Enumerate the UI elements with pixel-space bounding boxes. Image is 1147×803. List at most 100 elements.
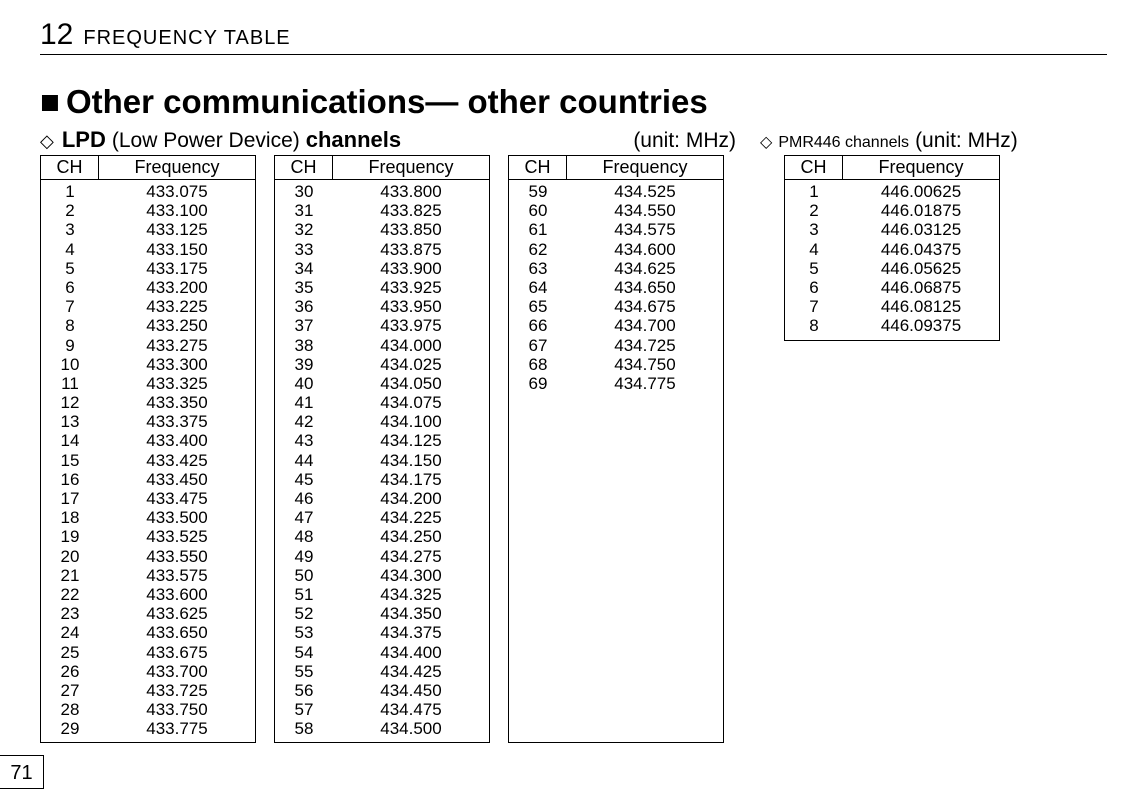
col-header-freq: Frequency <box>99 156 255 179</box>
section-title: ■Other communications— other countries <box>40 83 1107 121</box>
lpd-bold2: channels <box>306 127 401 153</box>
diamond-icon: ◇ <box>760 132 772 152</box>
table-row: 60434.550 <box>509 201 723 220</box>
table-row: 1446.00625 <box>785 182 999 201</box>
cell-freq: 434.200 <box>333 489 489 508</box>
table-row: 2433.100 <box>41 201 255 220</box>
cell-ch: 2 <box>785 201 843 220</box>
cell-ch: 46 <box>275 489 333 508</box>
table-row: 43434.125 <box>275 431 489 450</box>
table-row: 10433.300 <box>41 355 255 374</box>
cell-ch: 62 <box>509 240 567 259</box>
cell-freq: 433.875 <box>333 240 489 259</box>
cell-freq: 434.100 <box>333 412 489 431</box>
table-row: 45434.175 <box>275 470 489 489</box>
table-row: 36433.950 <box>275 297 489 316</box>
table-row: 12433.350 <box>41 393 255 412</box>
table-row: 39434.025 <box>275 355 489 374</box>
cell-freq: 433.450 <box>99 470 255 489</box>
cell-freq: 446.08125 <box>843 297 999 316</box>
table-row: 38434.000 <box>275 336 489 355</box>
cell-freq: 434.250 <box>333 527 489 546</box>
cell-ch: 6 <box>41 278 99 297</box>
cell-freq: 433.425 <box>99 451 255 470</box>
cell-ch: 29 <box>41 719 99 738</box>
table-row: 37433.975 <box>275 316 489 335</box>
cell-ch: 40 <box>275 374 333 393</box>
cell-ch: 69 <box>509 374 567 393</box>
cell-ch: 16 <box>41 470 99 489</box>
square-icon: ■ <box>40 83 60 120</box>
lpd-table-1: CH Frequency 1433.0752433.1003433.125443… <box>40 155 256 743</box>
cell-freq: 433.525 <box>99 527 255 546</box>
cell-freq: 434.150 <box>333 451 489 470</box>
cell-freq: 433.950 <box>333 297 489 316</box>
table-row: 63434.625 <box>509 259 723 278</box>
cell-ch: 14 <box>41 431 99 450</box>
cell-ch: 54 <box>275 643 333 662</box>
cell-freq: 434.600 <box>567 240 723 259</box>
cell-ch: 7 <box>785 297 843 316</box>
cell-freq: 434.575 <box>567 220 723 239</box>
cell-freq: 446.05625 <box>843 259 999 278</box>
cell-ch: 13 <box>41 412 99 431</box>
cell-freq: 433.975 <box>333 316 489 335</box>
cell-ch: 27 <box>41 681 99 700</box>
cell-freq: 433.650 <box>99 623 255 642</box>
table-row: 25433.675 <box>41 643 255 662</box>
pmr-heading: ◇ PMR446 channels (unit: MHz) <box>736 129 1107 153</box>
table-row: 9433.275 <box>41 336 255 355</box>
cell-freq: 433.225 <box>99 297 255 316</box>
table-row: 2446.01875 <box>785 201 999 220</box>
table-row: 41434.075 <box>275 393 489 412</box>
cell-freq: 434.375 <box>333 623 489 642</box>
table-row: 58434.500 <box>275 719 489 738</box>
cell-ch: 33 <box>275 240 333 259</box>
cell-ch: 31 <box>275 201 333 220</box>
cell-freq: 434.025 <box>333 355 489 374</box>
cell-freq: 434.475 <box>333 700 489 719</box>
col-header-freq: Frequency <box>567 156 723 179</box>
cell-freq: 446.04375 <box>843 240 999 259</box>
table-row: 3446.03125 <box>785 220 999 239</box>
cell-freq: 434.225 <box>333 508 489 527</box>
cell-freq: 433.900 <box>333 259 489 278</box>
table-row: 64434.650 <box>509 278 723 297</box>
cell-ch: 17 <box>41 489 99 508</box>
cell-freq: 446.09375 <box>843 316 999 335</box>
cell-ch: 4 <box>41 240 99 259</box>
table-row: 17433.475 <box>41 489 255 508</box>
section-title-text: Other communications— other countries <box>66 83 708 120</box>
cell-ch: 53 <box>275 623 333 642</box>
table-row: 21433.575 <box>41 566 255 585</box>
table-row: 32433.850 <box>275 220 489 239</box>
cell-freq: 433.625 <box>99 604 255 623</box>
cell-ch: 18 <box>41 508 99 527</box>
table-row: 26433.700 <box>41 662 255 681</box>
cell-ch: 24 <box>41 623 99 642</box>
table-row: 5446.05625 <box>785 259 999 278</box>
lpd-table-3: CH Frequency 59434.52560434.55061434.575… <box>508 155 724 743</box>
cell-freq: 434.050 <box>333 374 489 393</box>
table-row: 30433.800 <box>275 182 489 201</box>
cell-ch: 44 <box>275 451 333 470</box>
table-row: 59434.525 <box>509 182 723 201</box>
cell-freq: 434.350 <box>333 604 489 623</box>
cell-freq: 434.450 <box>333 681 489 700</box>
table-row: 6433.200 <box>41 278 255 297</box>
table-row: 48434.250 <box>275 527 489 546</box>
col-header-ch: CH <box>785 156 843 179</box>
cell-ch: 65 <box>509 297 567 316</box>
table-row: 53434.375 <box>275 623 489 642</box>
cell-ch: 9 <box>41 336 99 355</box>
cell-freq: 433.375 <box>99 412 255 431</box>
cell-ch: 22 <box>41 585 99 604</box>
cell-ch: 8 <box>785 316 843 335</box>
table-row: 20433.550 <box>41 547 255 566</box>
cell-ch: 52 <box>275 604 333 623</box>
table-row: 23433.625 <box>41 604 255 623</box>
cell-ch: 30 <box>275 182 333 201</box>
col-header-ch: CH <box>509 156 567 179</box>
cell-freq: 434.125 <box>333 431 489 450</box>
cell-freq: 433.275 <box>99 336 255 355</box>
